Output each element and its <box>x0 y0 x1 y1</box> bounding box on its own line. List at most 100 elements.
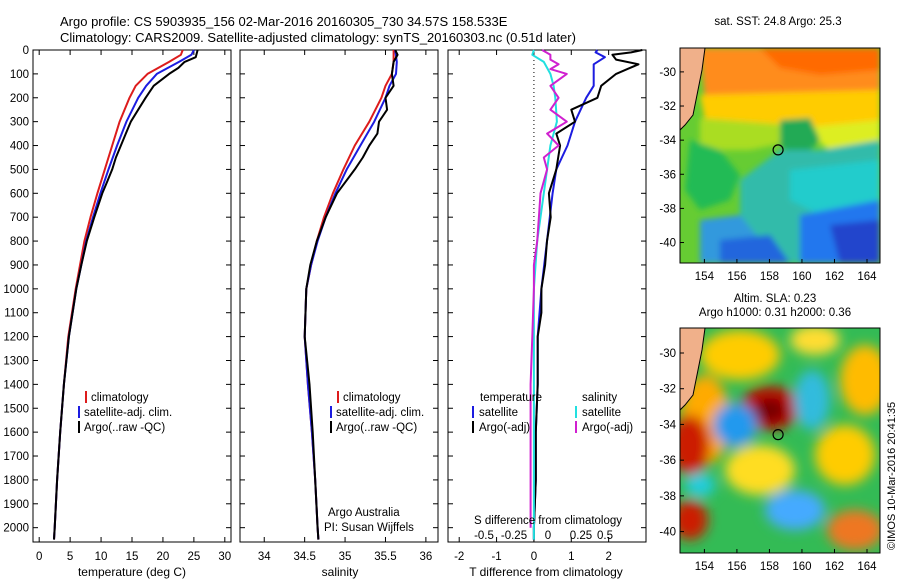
temperature-x-ticks: 0 5 10 15 20 25 30 <box>36 50 231 563</box>
depth-tick-label: 1800 <box>3 475 29 487</box>
temperature-plot-frame <box>32 49 232 543</box>
x-tick-label: 30 <box>218 551 231 563</box>
series-line <box>53 49 199 540</box>
sla-map-ticks: 154 156 158 160 162 164 -30 -32 -34 -36 -38 -40 <box>659 348 877 573</box>
sla-field <box>680 328 880 553</box>
legend-label-satellite: satellite-adj. clim. <box>84 407 172 419</box>
salinity-plot-frame <box>239 49 439 543</box>
depth-tick-label: 1100 <box>4 308 29 320</box>
figure-title-line-2: Climatology: CARS2009. Satellite-adjuste… <box>60 30 576 45</box>
x-tick-label: -2 <box>454 551 464 563</box>
x-tick-label: 1 <box>568 551 574 563</box>
salinity-x-ticks: 34 34.5 35 35.5 36 <box>258 50 432 563</box>
x-tick-label: 5 <box>67 551 73 563</box>
legend-label-climatology: climatology <box>91 392 149 404</box>
lon-tick-label: 154 <box>695 271 715 283</box>
sla-map-title-line-1: Altim. SLA: 0.23 <box>734 293 816 305</box>
difference-series-lines <box>529 49 643 540</box>
temperature-x-axis-label: temperature (deg C) <box>78 565 186 579</box>
series-line <box>529 49 568 528</box>
figure-title-line-1: Argo profile: CS 5903935_156 02-Mar-2016… <box>60 14 508 29</box>
legend-label-argo: Argo(..raw -QC) <box>84 422 165 434</box>
lon-tick-label: 156 <box>727 271 746 283</box>
lon-tick-label: 164 <box>857 271 877 283</box>
lat-tick-label: -36 <box>659 455 676 467</box>
lat-tick-label: -40 <box>659 238 676 250</box>
lat-tick-label: -30 <box>659 67 676 79</box>
difference-legend: temperature satellite Argo(-adj) salinit… <box>472 392 633 434</box>
difference-depth-ticks <box>448 49 646 529</box>
sst-field <box>680 48 880 263</box>
x-tick-label: 15 <box>126 551 139 563</box>
temperature-legend: climatology satellite-adj. clim. Argo(..… <box>78 391 172 434</box>
x-tick-label: 25 <box>187 551 200 563</box>
temperature-series-lines <box>53 49 199 540</box>
sdiff-tick-label: 0.25 <box>570 530 592 542</box>
depth-tick-label: 900 <box>10 260 29 272</box>
lat-tick-label: -36 <box>659 169 676 181</box>
series-line <box>303 49 399 540</box>
sdiff-tick-label: 0.5 <box>597 530 613 542</box>
sdiff-tick-label: 0 <box>545 530 551 542</box>
lat-tick-label: -32 <box>659 384 676 396</box>
imos-credit-text: ©IMOS 10-Mar-2016 20:41:35 <box>886 401 898 550</box>
legend-label-argo: Argo(..raw -QC) <box>336 422 417 434</box>
lon-tick-label: 154 <box>695 561 715 573</box>
legend-label-temperature-argo: Argo(-adj) <box>479 422 530 434</box>
x-tick-label: 36 <box>419 551 432 563</box>
temperature-panel: 0100200300400500600700800900100011001200… <box>3 45 232 579</box>
salinity-panel: 34 34.5 35 35.5 36 climatology satellite-adj… <box>239 49 439 579</box>
lon-tick-label: 160 <box>792 271 811 283</box>
sla-map-title-line-2: Argo h1000: 0.31 h2000: 0.36 <box>699 307 851 319</box>
difference-plot-frame <box>447 49 647 543</box>
depth-tick-label: 1000 <box>3 284 29 296</box>
lat-tick-label: -38 <box>659 203 676 215</box>
sdiff-tick-label: -0.25 <box>501 530 527 542</box>
legend-label-satellite: satellite-adj. clim. <box>336 407 424 419</box>
lon-tick-label: 162 <box>825 561 844 573</box>
lon-tick-label: 158 <box>760 561 779 573</box>
salinity-x-axis-label: salinity <box>322 565 359 579</box>
sla-map-panel: Altim. SLA: 0.23 Argo h1000: 0.31 h2000:… <box>659 293 881 573</box>
depth-tick-label: 1900 <box>3 499 29 511</box>
x-tick-label: 0 <box>36 551 42 563</box>
depth-tick-label: 0 <box>23 45 29 57</box>
salinity-depth-ticks <box>240 49 438 529</box>
lat-tick-label: -32 <box>659 101 676 113</box>
depth-tick-label: 2000 <box>3 523 29 535</box>
depth-tick-label: 1300 <box>3 355 29 367</box>
depth-tick-label: 1200 <box>3 332 29 344</box>
x-tick-label: 20 <box>157 551 170 563</box>
x-tick-label: 34.5 <box>293 551 315 563</box>
salinity-difference-tick-labels: -0.5 -0.25 0 0.25 0.5 <box>474 530 613 542</box>
x-tick-label: 2 <box>605 551 611 563</box>
lon-tick-label: 158 <box>760 271 779 283</box>
depth-tick-label: 100 <box>10 69 29 81</box>
temperature-depth-ticks: 0 100 200 300 400 500 600 700 800 900 1000 1100 1200… <box>3 45 231 535</box>
salinity-legend: climatology satellite-adj. clim. Argo(..… <box>330 391 424 434</box>
lon-tick-label: 164 <box>857 561 877 573</box>
sdiff-tick-label: -0.5 <box>474 530 494 542</box>
lat-tick-label: -30 <box>659 348 676 360</box>
series-line <box>532 49 643 540</box>
depth-tick-label: 300 <box>10 117 29 129</box>
sst-map-frame <box>679 47 881 264</box>
salinity-series-lines <box>303 49 399 540</box>
depth-tick-label: 1700 <box>3 451 29 463</box>
lat-tick-label: -38 <box>659 491 676 503</box>
difference-panel: -2 -1 0 1 2 temperature satellite Argo(-adj)… <box>447 49 647 579</box>
imos-credit: ©IMOS 10-Mar-2016 20:41:35 <box>876 300 898 550</box>
x-tick-label: -1 <box>491 551 501 563</box>
depth-tick-label: 1500 <box>3 403 29 415</box>
lon-tick-label: 156 <box>727 561 746 573</box>
legend-label-temperature-satellite: satellite <box>479 407 518 419</box>
legend-heading-temperature: temperature <box>480 392 542 404</box>
lon-tick-label: 160 <box>792 561 811 573</box>
lat-tick-label: -34 <box>659 419 676 431</box>
x-tick-label: 10 <box>95 551 108 563</box>
lon-tick-label: 162 <box>825 271 844 283</box>
x-tick-label: 34 <box>258 551 271 563</box>
lat-tick-label: -40 <box>659 527 676 539</box>
depth-tick-label: 800 <box>10 236 29 248</box>
